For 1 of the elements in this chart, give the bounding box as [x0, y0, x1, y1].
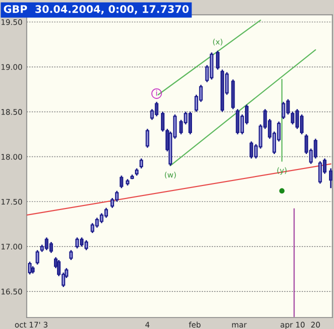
chart-title: GBP 30.04.2004, 0:00, 17.7370	[4, 5, 189, 14]
